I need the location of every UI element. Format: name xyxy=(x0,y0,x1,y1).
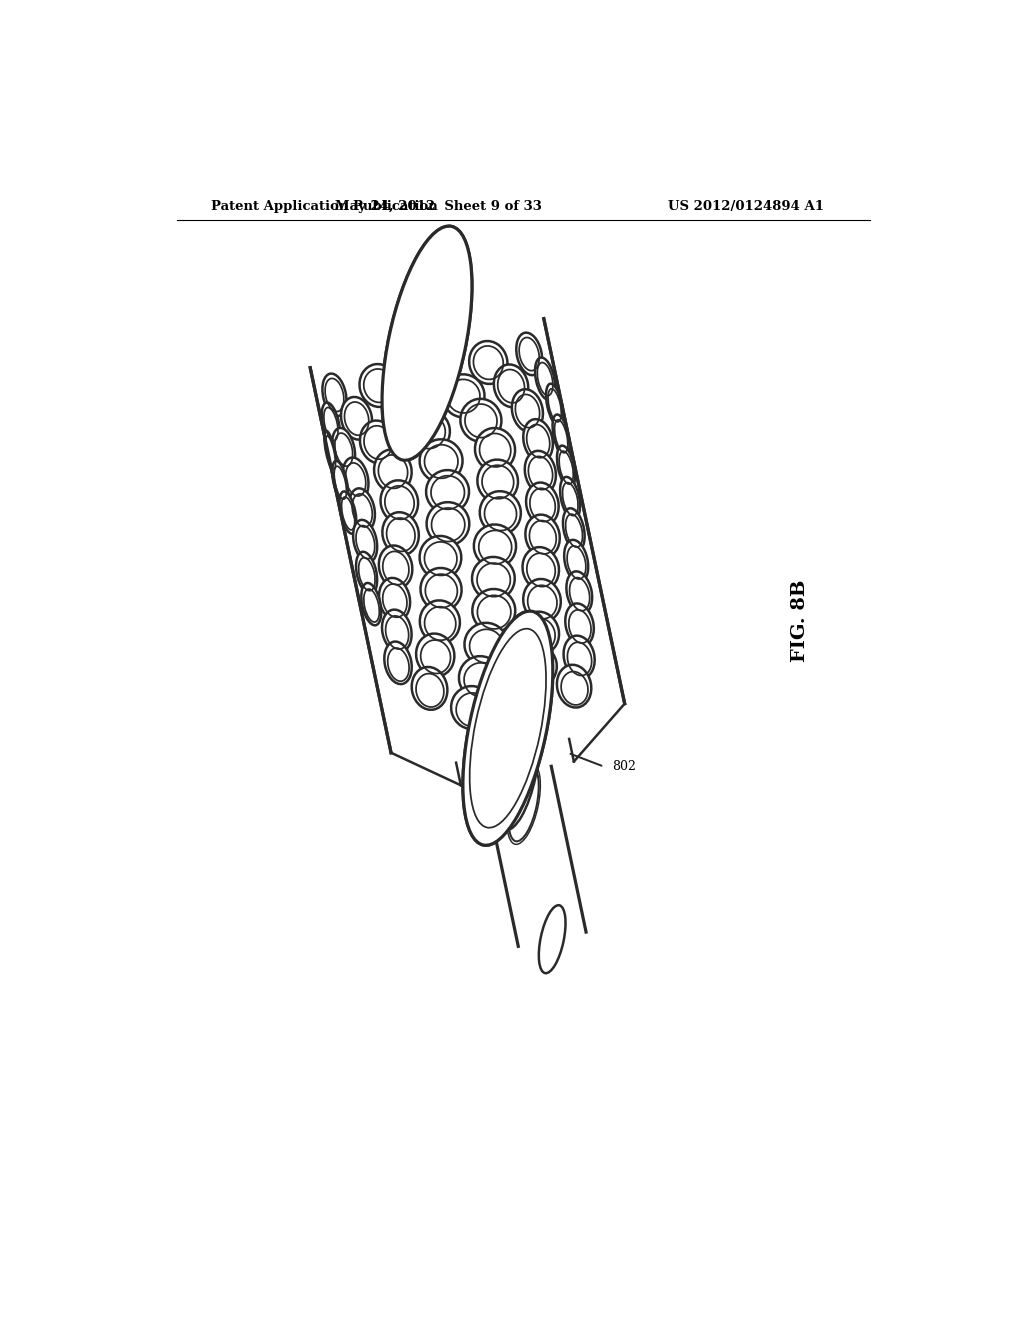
Ellipse shape xyxy=(480,491,521,535)
Ellipse shape xyxy=(333,461,348,503)
Ellipse shape xyxy=(504,739,530,808)
Ellipse shape xyxy=(360,421,395,463)
Ellipse shape xyxy=(416,634,455,676)
Ellipse shape xyxy=(520,611,559,655)
Ellipse shape xyxy=(381,480,418,523)
Ellipse shape xyxy=(525,515,560,557)
Ellipse shape xyxy=(359,364,397,407)
Text: FIG. 8B: FIG. 8B xyxy=(792,579,809,661)
Ellipse shape xyxy=(420,536,461,579)
Ellipse shape xyxy=(340,491,356,533)
Ellipse shape xyxy=(374,450,412,492)
Ellipse shape xyxy=(356,552,377,594)
Text: Patent Application Publication: Patent Application Publication xyxy=(211,199,438,213)
Ellipse shape xyxy=(343,458,369,500)
Ellipse shape xyxy=(325,430,337,473)
Polygon shape xyxy=(310,318,625,752)
Text: US 2012/0124894 A1: US 2012/0124894 A1 xyxy=(668,199,823,213)
Ellipse shape xyxy=(516,333,542,375)
Ellipse shape xyxy=(564,540,588,582)
Ellipse shape xyxy=(526,483,559,525)
Ellipse shape xyxy=(420,440,463,482)
Ellipse shape xyxy=(496,717,539,830)
Ellipse shape xyxy=(412,667,447,710)
Ellipse shape xyxy=(421,568,462,611)
Ellipse shape xyxy=(459,656,502,700)
Ellipse shape xyxy=(341,397,372,440)
Ellipse shape xyxy=(353,520,377,562)
Ellipse shape xyxy=(546,384,563,426)
Ellipse shape xyxy=(523,420,553,462)
Ellipse shape xyxy=(379,578,410,620)
Ellipse shape xyxy=(472,589,515,632)
Ellipse shape xyxy=(463,611,553,845)
Ellipse shape xyxy=(475,428,515,471)
Ellipse shape xyxy=(379,545,413,589)
Ellipse shape xyxy=(332,428,355,470)
Ellipse shape xyxy=(382,610,412,652)
Polygon shape xyxy=(483,767,586,946)
Text: May 24, 2012  Sheet 9 of 33: May 24, 2012 Sheet 9 of 33 xyxy=(335,199,542,213)
Ellipse shape xyxy=(426,470,469,513)
Ellipse shape xyxy=(557,446,575,488)
Ellipse shape xyxy=(524,451,556,494)
Ellipse shape xyxy=(382,512,419,556)
Ellipse shape xyxy=(490,694,535,808)
Ellipse shape xyxy=(442,375,484,417)
Ellipse shape xyxy=(563,636,595,678)
Ellipse shape xyxy=(535,358,555,400)
Ellipse shape xyxy=(472,557,515,601)
Ellipse shape xyxy=(322,403,340,445)
Ellipse shape xyxy=(465,623,508,665)
Ellipse shape xyxy=(563,508,585,550)
Ellipse shape xyxy=(477,459,518,503)
Ellipse shape xyxy=(516,644,557,688)
Ellipse shape xyxy=(408,409,450,453)
Ellipse shape xyxy=(463,611,553,845)
Ellipse shape xyxy=(420,601,460,643)
Ellipse shape xyxy=(565,603,594,645)
Text: 802: 802 xyxy=(611,760,636,774)
Ellipse shape xyxy=(522,546,559,590)
Ellipse shape xyxy=(469,341,508,384)
Ellipse shape xyxy=(323,374,346,416)
Ellipse shape xyxy=(382,226,472,461)
Ellipse shape xyxy=(461,399,502,442)
Ellipse shape xyxy=(553,414,569,457)
Ellipse shape xyxy=(383,387,424,430)
Ellipse shape xyxy=(539,906,565,973)
Ellipse shape xyxy=(523,579,561,622)
Ellipse shape xyxy=(560,477,580,519)
Ellipse shape xyxy=(512,389,543,432)
Ellipse shape xyxy=(566,572,592,614)
Ellipse shape xyxy=(427,502,469,545)
Ellipse shape xyxy=(452,686,493,729)
Ellipse shape xyxy=(382,226,472,461)
Ellipse shape xyxy=(506,675,548,718)
Ellipse shape xyxy=(494,364,528,408)
Ellipse shape xyxy=(412,352,455,396)
Ellipse shape xyxy=(474,524,516,568)
Ellipse shape xyxy=(349,488,375,531)
Ellipse shape xyxy=(557,665,591,708)
Ellipse shape xyxy=(361,583,381,626)
Ellipse shape xyxy=(384,642,412,684)
